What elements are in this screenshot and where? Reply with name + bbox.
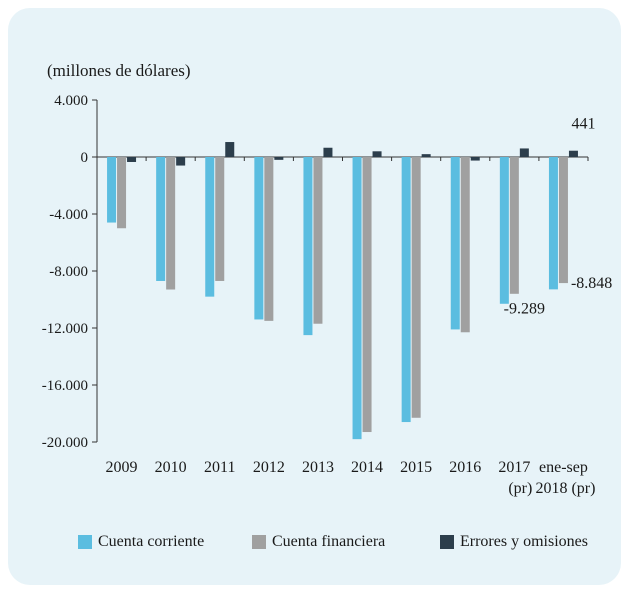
bar — [548, 157, 558, 290]
x-tick-label: ene-sep — [539, 459, 588, 476]
bar — [372, 151, 382, 157]
bar — [460, 157, 470, 333]
bar — [264, 157, 274, 321]
data-label: -9.289 — [504, 300, 545, 317]
bar — [509, 157, 519, 294]
y-tick-label: -4.000 — [49, 207, 88, 223]
bar — [117, 157, 127, 229]
axes: 4.000 0 -4.000 -8.000 -12.000 -16.000 -20.000 2… — [42, 93, 596, 497]
bar — [401, 157, 411, 423]
data-label: -8.848 — [571, 275, 612, 292]
x-tick-label: 2013 — [302, 459, 334, 476]
bar — [519, 148, 529, 157]
bar — [421, 154, 431, 157]
bar — [303, 157, 313, 336]
bar — [127, 157, 137, 162]
bars — [107, 142, 578, 440]
bar — [352, 157, 362, 440]
x-tick-label: 2012 — [253, 459, 285, 476]
y-tick-label: -20.000 — [42, 435, 88, 451]
bar — [362, 157, 372, 433]
bar — [205, 157, 215, 297]
bar — [568, 150, 578, 157]
y-tick-label: -8.000 — [49, 264, 88, 280]
bar — [215, 157, 225, 281]
bar — [558, 157, 568, 284]
x-tick-label: 2016 — [449, 459, 481, 476]
bar — [313, 157, 323, 324]
bar — [450, 157, 460, 330]
x-tick-label: 2010 — [155, 459, 187, 476]
bar — [274, 157, 284, 160]
data-label: 441 — [571, 116, 595, 133]
bar — [166, 157, 176, 290]
data-labels: -9.289 -8.848 441 — [504, 116, 613, 318]
y-tick-label: -12.000 — [42, 321, 88, 337]
x-tick-label: 2011 — [204, 459, 235, 476]
x-tick-label: 2017 — [498, 459, 530, 476]
y-tick-label: 0 — [81, 150, 89, 166]
bar — [225, 142, 235, 157]
bar — [156, 157, 166, 281]
x-tick-label: 2009 — [106, 459, 138, 476]
bar — [499, 157, 509, 304]
bar — [323, 147, 333, 157]
x-tick-label-line2: (pr) — [508, 480, 532, 497]
bar — [107, 157, 117, 223]
y-tick-label: 4.000 — [54, 93, 88, 109]
x-tick-label: 2015 — [400, 459, 432, 476]
x-tick-label: 2014 — [351, 459, 383, 476]
y-tick-label: -16.000 — [42, 378, 88, 394]
unit-label: (millones de dólares) — [47, 61, 191, 80]
x-tick-label-line2: 2018 (pr) — [535, 480, 595, 497]
bar — [176, 157, 186, 166]
bar — [470, 157, 480, 161]
bar — [254, 157, 264, 320]
bar — [411, 157, 421, 418]
